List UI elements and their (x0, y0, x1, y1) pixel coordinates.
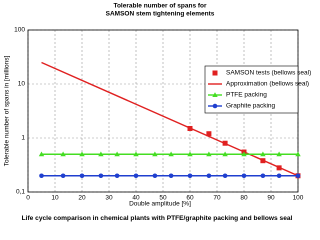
marker (152, 173, 158, 179)
marker (187, 173, 193, 179)
y-tick-label: 0,1 (16, 189, 25, 196)
marker (38, 151, 45, 157)
marker (98, 173, 104, 179)
y-axis-label: Tolerable number of spans in [millions] (4, 56, 11, 167)
marker (206, 151, 212, 157)
x-tick-label: 70 (213, 195, 221, 202)
x-tick-label: 30 (105, 195, 113, 202)
x-tick-label: 10 (51, 195, 59, 202)
marker (152, 151, 158, 157)
legend-label: Approximation (bellows seal) (226, 81, 309, 88)
marker (295, 151, 301, 157)
marker (79, 151, 85, 157)
marker (206, 131, 212, 137)
marker (133, 151, 139, 157)
y-tick-label: 1 (21, 135, 25, 142)
series-line (41, 61, 299, 177)
x-tick-label: 60 (186, 195, 194, 202)
marker (212, 70, 218, 76)
marker (60, 151, 66, 157)
y-tick-label: 100 (14, 27, 25, 34)
marker (168, 151, 174, 157)
marker (212, 92, 218, 97)
caption: Life cycle comparison in chemical plants… (22, 215, 293, 222)
marker (276, 151, 282, 157)
legend-label: PTFE packing (226, 92, 267, 99)
x-tick-label: 50 (159, 195, 167, 202)
marker (133, 173, 139, 179)
x-tick-label: 90 (267, 195, 275, 202)
chart-title: Tolerable number of spans for (113, 3, 207, 10)
marker (168, 173, 174, 179)
marker (222, 173, 228, 179)
marker (260, 151, 266, 157)
marker (260, 173, 266, 179)
x-tick-label: 0 (26, 195, 30, 202)
marker (114, 151, 120, 157)
marker (114, 173, 120, 179)
marker (241, 173, 247, 179)
marker (98, 151, 104, 157)
y-tick-label: 10 (18, 81, 26, 88)
marker (206, 173, 212, 179)
x-tick-label: 100 (293, 195, 304, 202)
x-axis-label: Double amplitude [%] (129, 201, 191, 208)
marker (276, 173, 282, 179)
chart-subtitle: SAMSON stem tightening elements (106, 11, 215, 18)
marker (79, 173, 85, 179)
x-tick-label: 80 (240, 195, 248, 202)
x-tick-label: 20 (78, 195, 86, 202)
legend-label: SAMSON tests (bellows seal) (226, 70, 311, 77)
marker (39, 173, 44, 179)
chart: Tolerable number of spans for SAMSON ste… (3, 2, 312, 222)
marker (241, 151, 247, 157)
marker (212, 103, 218, 109)
legend-box (204, 65, 299, 114)
marker (222, 151, 228, 157)
marker (60, 173, 66, 179)
x-tick-label: 40 (132, 195, 140, 202)
marker (295, 173, 301, 179)
marker (187, 151, 193, 157)
legend-label: Graphite packing (226, 103, 276, 110)
